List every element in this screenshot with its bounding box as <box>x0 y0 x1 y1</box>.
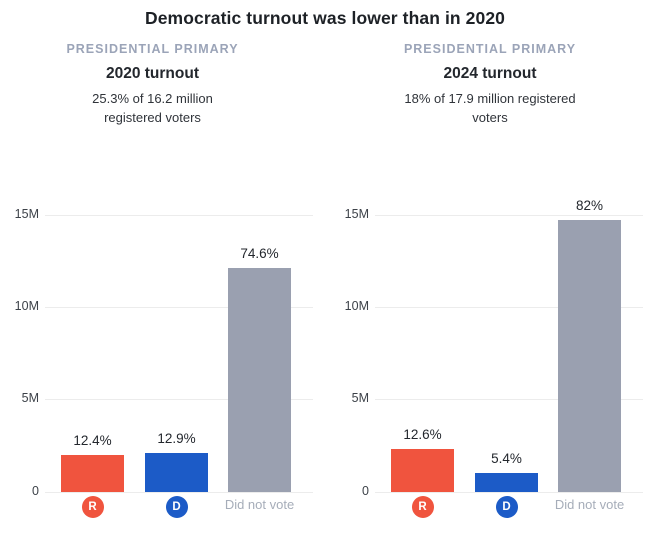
bar-did-not-vote <box>558 220 621 492</box>
y-axis-tick-label: 5M <box>351 391 369 406</box>
bar-d <box>145 452 208 492</box>
y-axis-tick-label: 10M <box>14 299 39 314</box>
chart-subtitle-2024: 18% of 17.9 million registered voters <box>404 91 576 125</box>
gridline-0 <box>45 491 313 493</box>
chart-subtitle-2020: 25.3% of 16.2 million registered voters <box>92 91 213 125</box>
y-axis-tick-label: 15M <box>14 206 39 221</box>
bar-d <box>475 473 538 492</box>
bar-value-label-d: 5.4% <box>491 451 522 467</box>
category-label-did-not-vote: Did not vote <box>554 496 625 512</box>
gridline-15M <box>45 214 313 216</box>
chart-figure: Democratic turnout was lower than in 202… <box>0 8 650 559</box>
bar-value-label-did-not-vote: 74.6% <box>240 246 279 262</box>
kicker-label-2024: PRESIDENTIAL PRIMARY <box>403 42 577 56</box>
bar-r <box>61 454 124 492</box>
gridline-10M <box>45 307 313 309</box>
charts-row: 0 5M 10M 15M 12.4% R 12.9% D 74.6% Did not vote 0… <box>0 182 650 540</box>
gridline-0 <box>375 491 643 493</box>
chart-header-2024: PRESIDENTIAL PRIMARY 2024 turnout 18% of… <box>330 42 650 128</box>
y-axis-tick-label: 5M <box>21 391 39 406</box>
category-badge-d: D <box>165 495 188 518</box>
category-badge-r: R <box>411 495 434 518</box>
gridline-15M <box>375 214 643 216</box>
bar-chart-2020: 0 5M 10M 15M 12.4% R 12.9% D 74.6% Did not vote <box>0 182 330 540</box>
bar-chart-2024: 0 5M 10M 15M 12.6% R 5.4% D 82% Did not vote <box>330 182 650 540</box>
gridline-5M <box>45 399 313 401</box>
bar-value-label-r: 12.4% <box>73 432 112 448</box>
figure-title: Democratic turnout was lower than in 202… <box>144 8 506 28</box>
bar-did-not-vote <box>228 268 291 492</box>
y-axis-tick-label: 0 <box>32 483 39 498</box>
chart-header-2020: PRESIDENTIAL PRIMARY 2020 turnout 25.3% … <box>0 42 330 128</box>
bar-value-label-d: 12.9% <box>157 430 196 446</box>
bar-value-label-r: 12.6% <box>403 427 442 443</box>
gridline-10M <box>375 307 643 309</box>
bar-value-label-did-not-vote: 82% <box>575 198 604 214</box>
gridline-5M <box>375 399 643 401</box>
category-label-did-not-vote: Did not vote <box>224 496 295 512</box>
chart-title-2024: 2024 turnout <box>443 65 537 82</box>
y-axis-tick-label: 15M <box>344 206 369 221</box>
y-axis-tick-label: 0 <box>362 483 369 498</box>
y-axis-tick-label: 10M <box>344 299 369 314</box>
category-badge-d: D <box>495 495 518 518</box>
category-badge-r: R <box>81 495 104 518</box>
bar-r <box>391 449 454 492</box>
chart-headers-row: PRESIDENTIAL PRIMARY 2020 turnout 25.3% … <box>0 29 650 128</box>
chart-title-2020: 2020 turnout <box>105 65 199 82</box>
kicker-label-2020: PRESIDENTIAL PRIMARY <box>66 42 239 56</box>
